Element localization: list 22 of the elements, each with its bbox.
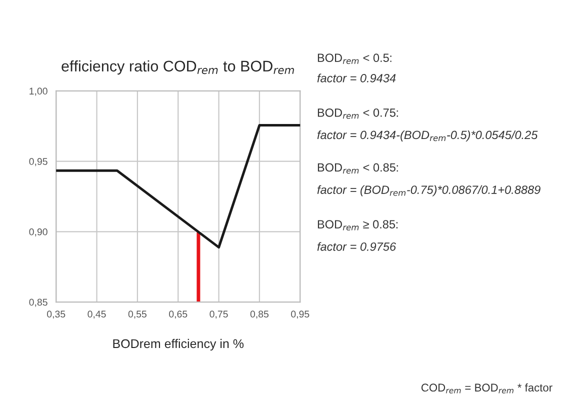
- x-tick-label: 0,35: [47, 310, 66, 319]
- y-tick-label: 0,90: [29, 228, 48, 236]
- text: BOD$_{rem}$ < 0.85:: [318, 163, 398, 174]
- x-axis-title: BODrem efficiency in %: [113, 338, 244, 351]
- x-tick-label: 0,45: [88, 310, 106, 319]
- x-tick-label: 0,55: [128, 310, 146, 319]
- x-tick-label: 0,95: [291, 310, 310, 319]
- x-tick-label: 0,85: [250, 310, 269, 319]
- text: COD$_{rem}$ = BOD$_{rem}$ * factor: [421, 383, 552, 394]
- text: BOD$_{rem}$ ≥ 0.85:: [318, 220, 398, 230]
- text: factor = 0.9434: [317, 74, 396, 82]
- x-tick-label: 0,75: [210, 310, 228, 319]
- text: BOD$_{rem}$ < 0.5:: [318, 54, 392, 64]
- text: BOD$_{rem}$ < 0.75:: [318, 108, 398, 119]
- y-tick-label: 0,85: [29, 298, 48, 307]
- text: factor = 0.9756: [317, 242, 396, 251]
- text: factor = (BOD$_{rem}$-0.75)*0.0867/0.1+0.8889: [317, 185, 540, 196]
- text: factor = 0.9434-(BOD$_{rem}$-0.5)*0.0545/0.25: [317, 130, 538, 142]
- chart-title: efficiency ratio COD$_{rem}$ to BOD$_{rem}$: [62, 60, 294, 75]
- x-tick-label: 0,65: [169, 310, 188, 319]
- y-tick-label: 0,95: [29, 158, 48, 166]
- y-tick-label: 1,00: [30, 88, 48, 96]
